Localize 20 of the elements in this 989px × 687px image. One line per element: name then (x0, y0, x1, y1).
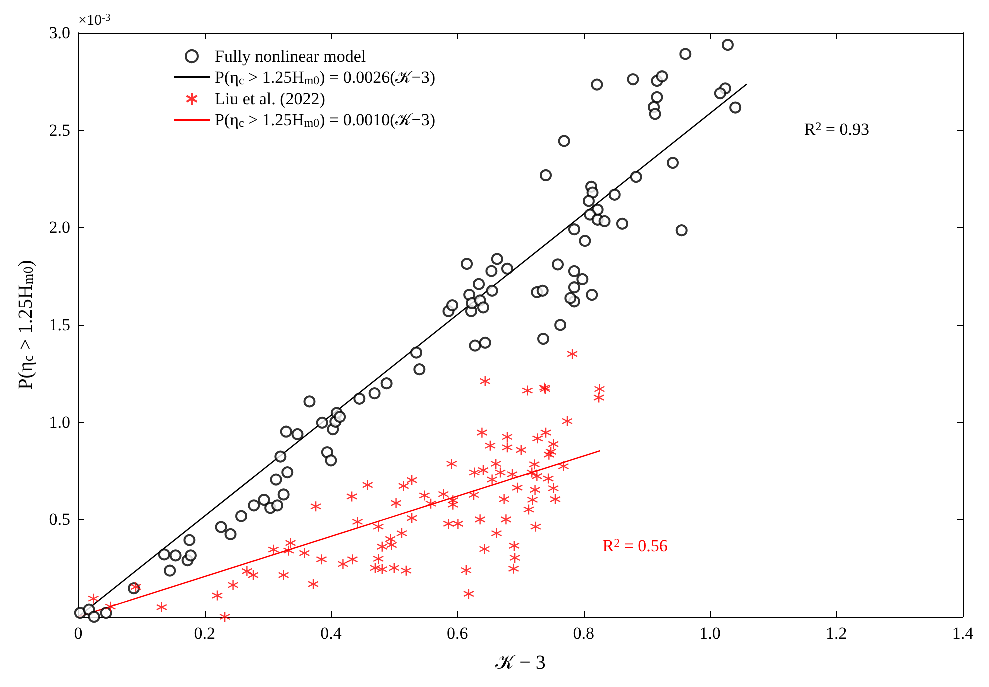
x-tick-label: 0 (74, 624, 83, 643)
x-axis-title: 𝒦 − 3 (496, 652, 546, 674)
x-tick-label: 0.2 (194, 624, 216, 643)
y-tick-label: 0.5 (49, 510, 70, 530)
legend-label: P(ηc > 1.25Hm0) = 0.0010(𝒦−3) (215, 110, 436, 130)
x-tick-label: 1.4 (952, 624, 974, 643)
legend-label: Fully nonlinear model (215, 47, 366, 66)
legend-label: P(ηc > 1.25Hm0) = 0.0026(𝒦−3) (215, 68, 436, 88)
x-tick-label: 1.2 (826, 624, 848, 643)
y-tick-label: 2.5 (49, 120, 70, 140)
x-tick-label: 1.0 (700, 624, 721, 643)
x-tick-label: 0.4 (320, 624, 342, 643)
y-tick-label: 1.0 (49, 412, 70, 432)
legend-label: Liu et al. (2022) (215, 89, 326, 108)
x-tick-label: 0.8 (573, 624, 595, 643)
x-tick-label: 0.6 (446, 624, 468, 643)
y-tick-label: 1.5 (49, 316, 70, 334)
y-tick-label: 3.0 (49, 24, 70, 42)
y-axis-title: P(ηc > 1.25Hm0) (15, 260, 37, 390)
y-tick-label: 2.0 (49, 218, 70, 238)
